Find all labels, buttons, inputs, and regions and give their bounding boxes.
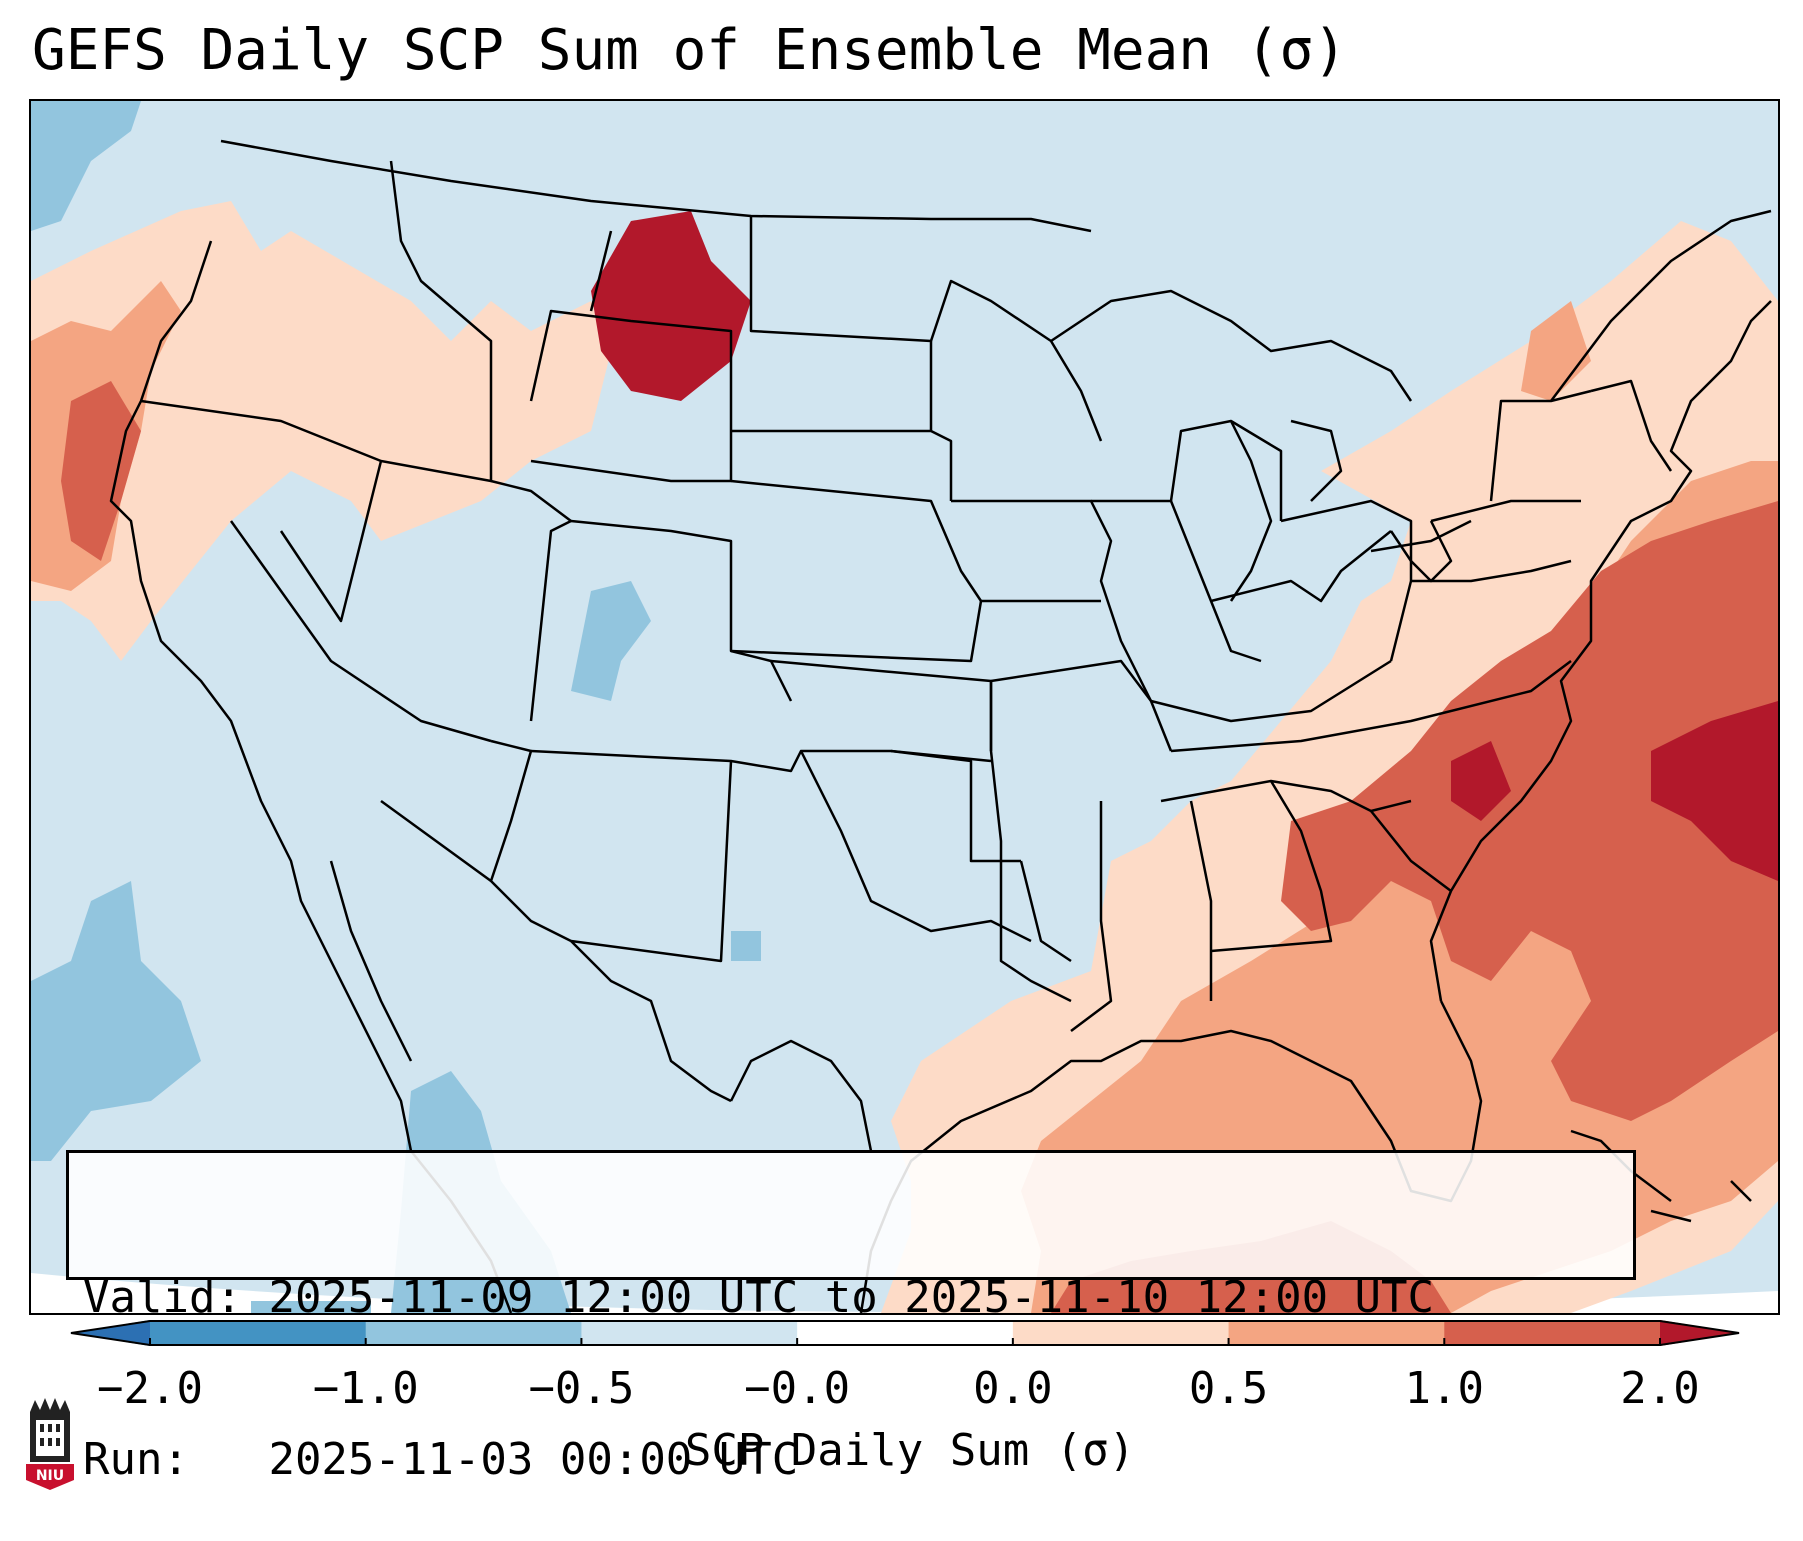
colorbar-extend-high [1660, 1320, 1740, 1346]
niu-logo: NIU [26, 1398, 74, 1490]
run-label: Run: [83, 1434, 189, 1485]
valid-label: Valid: [83, 1272, 242, 1323]
run-value: 2025-11-03 00:00 UTC [268, 1434, 799, 1485]
map-canvas [31, 101, 1778, 1313]
colorbar-bin [1228, 1320, 1445, 1346]
colorbar-bin [150, 1320, 367, 1346]
colorbar-bin [365, 1320, 582, 1346]
colorbar-tick-label: −2.0 [97, 1363, 203, 1414]
colorbar-label: SCP Daily Sum (σ) [684, 1425, 1136, 1476]
colorbar-bin [797, 1320, 1014, 1346]
map-panel [29, 99, 1780, 1315]
colorbar-tick-label: 2.0 [1620, 1363, 1700, 1414]
run-line: Run: 2025-11-03 00:00 UTC [83, 1433, 1633, 1487]
colorbar-bin [1012, 1320, 1230, 1346]
canada-border [220, 139, 1092, 233]
colorbar-tick-label: 0.0 [973, 1363, 1053, 1414]
colorbar-bin [1444, 1320, 1661, 1346]
colorbar-tick-label: −0.5 [528, 1363, 635, 1414]
map-title: GEFS Daily SCP Sum of Ensemble Mean (σ) [32, 18, 1347, 83]
colorbar [70, 1320, 1740, 1346]
valid-run-legend: Valid: 2025-11-09 12:00 UTC to 2025-11-1… [66, 1150, 1636, 1485]
east-coast [1429, 300, 1772, 1002]
west-coast [109, 240, 513, 1313]
colorbar-tick-label: 1.0 [1404, 1363, 1485, 1414]
logo-text: NIU [36, 1468, 64, 1484]
valid-value: 2025-11-09 12:00 UTC to 2025-11-10 12:00… [268, 1272, 1435, 1323]
colorbar-bin [581, 1320, 798, 1346]
colorbar-extend-low [70, 1320, 150, 1346]
colorbar-tick-label: 0.5 [1188, 1363, 1269, 1414]
valid-line: Valid: 2025-11-09 12:00 UTC to 2025-11-1… [83, 1271, 1633, 1325]
positive-anomaly-extreme [591, 211, 1778, 881]
colorbar-tick-label: −0.0 [744, 1363, 851, 1414]
colorbar-tick-label: −1.0 [312, 1363, 419, 1414]
